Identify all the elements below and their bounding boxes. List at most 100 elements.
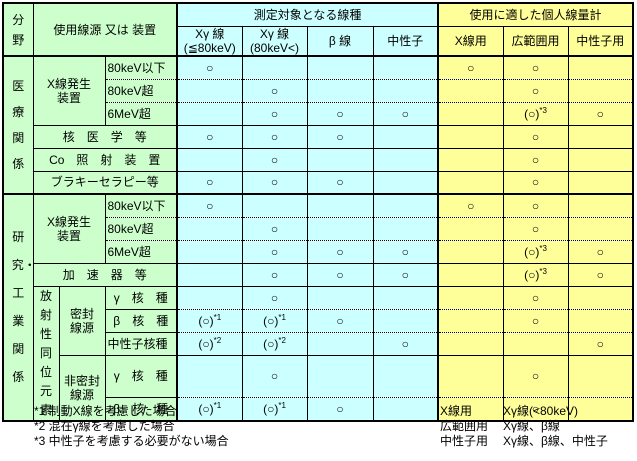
group-sealed-line1: 密封 [69, 306, 94, 321]
mark-cell: ○ [306, 397, 374, 421]
mark-cell: ○ [567, 262, 634, 287]
header-col-neutron-dosimeter: 中性子用 [567, 26, 634, 57]
footnotes: *1 制動X線を考慮した場合 *2 混在γ線を考慮した場合 *3 中性子を考慮す… [34, 404, 229, 449]
mark-cell [176, 216, 243, 241]
legend-term: X線用 [440, 404, 473, 418]
mark-cell: ○ [306, 101, 374, 126]
device-xray-generator-research: X線発生 装置 [32, 193, 106, 264]
mark-cell: (○)*1 [176, 397, 243, 421]
mark-cell [306, 285, 374, 310]
device-label-line1: X線発生 [46, 214, 91, 229]
row-research-6mev-above: 6MeV超 ○ ○ ○ (○)*3 ○ [3, 239, 634, 264]
legend-row-xray: X線用 Xγ線(<80keV) [440, 404, 608, 419]
mark-cell: ○ [241, 262, 308, 287]
mark-cell [567, 193, 634, 218]
mark-cell [437, 354, 504, 398]
mark-cell [372, 285, 439, 310]
row-nuclear-medicine: 核 医 学 等 ○ ○ ○ ○ [3, 124, 634, 149]
mark-cell: (○)*1 [241, 308, 308, 333]
row-label-co-irradiation: Co 照 射 装 置 [32, 147, 178, 172]
header-col-line1: 中性子用 [576, 34, 625, 48]
mark-cell [437, 147, 504, 172]
legend-row-wide-range: 広範囲用 Xγ線、β線 [440, 419, 608, 434]
mark-cell [567, 55, 634, 80]
row-sealed-neutron: 中性子核種 (○)*2 (○)*2 ○ ○ [3, 331, 634, 356]
mark-cell [502, 331, 569, 356]
device-label-line2: 装置 [56, 90, 81, 105]
mark-cell: ○ [176, 55, 243, 80]
mark-cell: (○)*2 [176, 331, 243, 356]
header-col-beta: β 線 [306, 26, 374, 57]
dosimeter-selection-table: 分野 使用線源 又は 装置 測定対象となる線種 使用に適した個人線量計 Xγ 線… [2, 2, 635, 422]
legend-def: Xγ線(<80keV) [503, 404, 579, 418]
mark-cell: ○ [502, 124, 569, 149]
mark-cell: ○ [176, 170, 243, 195]
mark-cell [176, 262, 243, 287]
legend-term: 中性子用 [440, 434, 489, 448]
mark-cell [372, 308, 439, 333]
mark-cell [567, 354, 634, 398]
sub-row-label-6mev-above: 6MeV超 [104, 239, 178, 264]
header-dosimeter-group: 使用に適した個人線量計 [437, 2, 634, 27]
header-source: 使用線源 又は 装置 [32, 2, 178, 57]
mark-cell: (○)*3 [502, 101, 569, 126]
mark-cell: ○ [241, 354, 308, 398]
mark-cell [176, 147, 243, 172]
legend-term: 広範囲用 [440, 419, 489, 433]
mark-cell: (○)*3 [502, 262, 569, 287]
mark-cell: ○ [502, 308, 569, 333]
mark-cell [372, 170, 439, 195]
header-col-xg-high: Xγ 線 (80keV<) [241, 26, 308, 57]
mark-cell: ○ [306, 308, 374, 333]
mark-cell: ○ [241, 101, 308, 126]
header-columns-row: Xγ 線 (≦80keV) Xγ 線 (80keV<) β 線 中性子 X線用 広範… [3, 26, 634, 57]
header-col-line1: 中性子 [387, 34, 424, 48]
row-label-neutron-nuclide: 中性子核種 [104, 331, 178, 356]
header-col-xray-dosimeter: X線用 [437, 26, 504, 57]
mark-cell: ○ [502, 55, 569, 80]
mark-cell: ○ [502, 397, 569, 421]
sub-row-label-80kev-above: 80keV超 [104, 78, 178, 103]
mark-cell [372, 397, 439, 421]
row-label-accelerator: 加 速 器 等 [32, 262, 178, 287]
row-label-beta-nuclide: β 核 種 [104, 308, 178, 333]
group-unsealed-line1: 非密封 [63, 373, 100, 388]
mark-cell: ○ [372, 331, 439, 356]
row-sealed-beta: β 核 種 (○)*1 (○)*1 ○ ○ [3, 308, 634, 333]
legend-row-neutron: 中性子用 Xγ線、β線、中性子 [440, 434, 608, 449]
header-group-row: 分野 使用線源 又は 装置 測定対象となる線種 使用に適した個人線量計 [2, 2, 634, 57]
header-col-wide-range-dosimeter: 広範囲用 [502, 26, 569, 57]
mark-cell [176, 78, 243, 103]
mark-cell [437, 308, 504, 333]
mark-cell [372, 124, 439, 149]
mark-cell: (○)*2 [241, 331, 308, 356]
mark-cell [241, 55, 308, 80]
section-research-label: 研究・工業関係 [11, 230, 32, 385]
mark-cell: ○ [502, 170, 569, 195]
mark-cell: ○ [306, 124, 374, 149]
mark-cell [372, 147, 439, 172]
row-label-gamma-nuclide: γ 核 種 [104, 354, 178, 398]
mark-cell: ○ [502, 285, 569, 310]
device-label-line1: X線発生 [46, 76, 91, 91]
header-col-xg-low: Xγ 線 (≦80keV) [176, 26, 243, 57]
row-research-80kev-above: 80keV超 ○ ○ [3, 216, 634, 241]
mark-cell: ○ [372, 239, 439, 264]
mark-cell [567, 78, 634, 103]
device-label-line2: 装置 [56, 228, 81, 243]
section-medical: 医療関係 [2, 55, 34, 195]
mark-cell [567, 285, 634, 310]
header-col-line1: X線用 [454, 34, 487, 48]
header-col-line2: (≦80keV) [183, 41, 236, 55]
mark-cell [306, 147, 374, 172]
mark-cell: ○ [567, 239, 634, 264]
mark-cell [567, 147, 634, 172]
dosimeter-legend: X線用 Xγ線(<80keV) 広範囲用 Xγ線、β線 中性子用 Xγ線、β線、… [440, 404, 608, 449]
mark-cell: ○ [241, 170, 308, 195]
mark-cell: ○ [306, 239, 374, 264]
sub-row-label-80kev-below: 80keV以下 [104, 55, 178, 80]
mark-cell [372, 216, 439, 241]
mark-cell [306, 78, 374, 103]
